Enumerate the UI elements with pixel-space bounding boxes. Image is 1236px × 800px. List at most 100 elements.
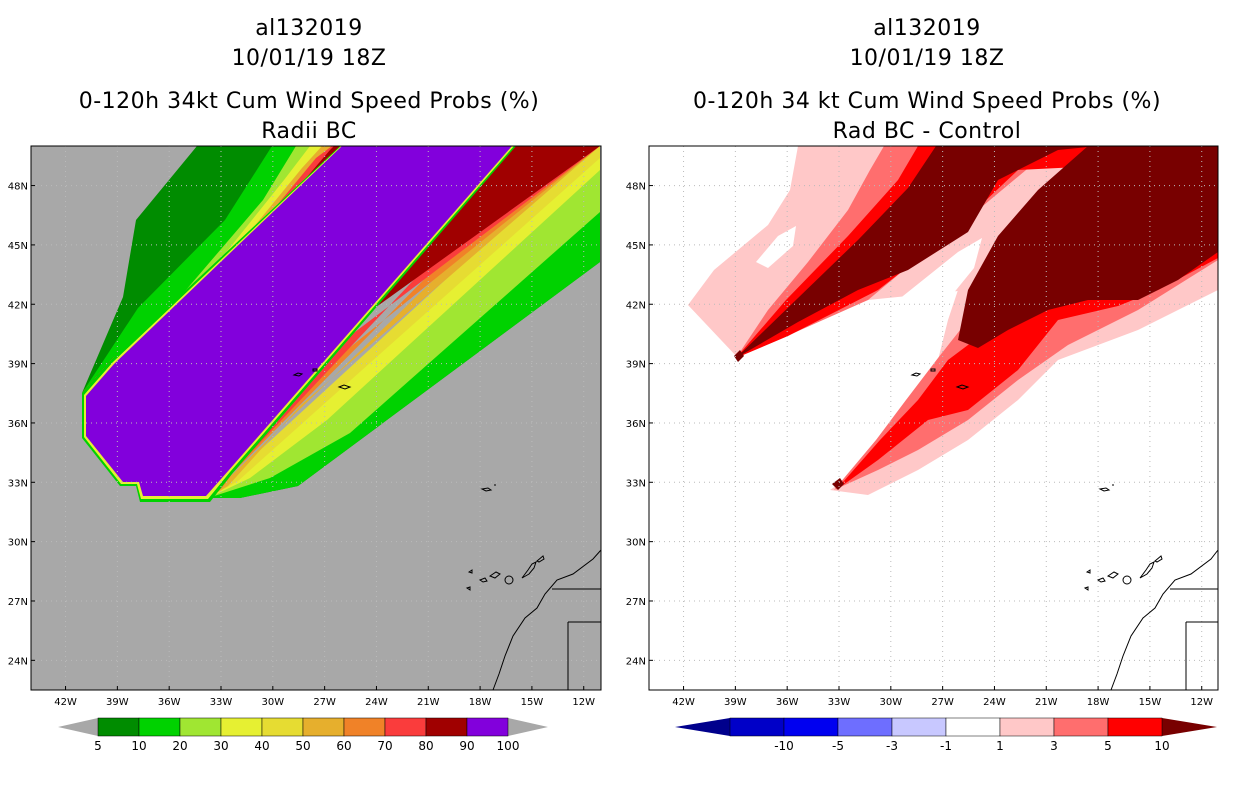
right-colorbar-label: -1	[940, 739, 952, 753]
right-colorbar-label: 10	[1154, 739, 1169, 753]
right-coastlines	[910, 368, 1219, 691]
left-lat-tick-label: 42N	[8, 300, 28, 311]
right-colorbar: -10 -5 -3 -1 1 3 5 10	[675, 717, 1217, 753]
left-colorbar-arrow-low	[58, 718, 98, 736]
left-colorbar-swatch	[220, 717, 263, 737]
left-colorbar: 5 10 20 30 40 50 60 70 80 90 100	[58, 717, 548, 753]
left-colorbar-label: 80	[418, 739, 433, 753]
right-south-diff-10	[958, 146, 1218, 348]
right-azores-island-3	[955, 384, 970, 390]
right-lon-tick-label: 12W	[1190, 697, 1213, 708]
right-datetime: 10/01/19 18Z	[849, 46, 1005, 71]
left-azores-island-3	[337, 384, 352, 390]
right-north-hole	[756, 226, 796, 268]
right-colorbar-arrow-low	[675, 718, 730, 736]
left-lon-tick-label: 39W	[106, 697, 129, 708]
right-south-diff-10-tip	[832, 478, 844, 490]
left-lon-tick-label: 27W	[313, 697, 336, 708]
right-lon-ticks: 42W 39W 36W 33W 30W 27W 24W 21W 18W 15W 12W	[672, 686, 1213, 708]
left-colorbar-label: 10	[131, 739, 146, 753]
right-colorbar-swatch	[999, 717, 1055, 737]
left-azores-island-2	[312, 368, 318, 372]
right-lon-tick-label: 27W	[931, 697, 954, 708]
left-colorbar-label: 60	[336, 739, 351, 753]
left-lat-tick-label: 24N	[8, 656, 28, 667]
right-lon-tick-label: 18W	[1087, 697, 1110, 708]
right-lon-tick-label: 24W	[983, 697, 1006, 708]
right-lat-tick-label: 33N	[626, 478, 646, 489]
left-lon-tick-label: 33W	[210, 697, 233, 708]
left-madeira-island	[480, 484, 496, 492]
right-north-diff-10-tip	[734, 350, 744, 362]
right-map-svg: 42W 39W 36W 33W 30W 27W 24W 21W 18W 15W 12W 48N 45N…	[626, 145, 1219, 753]
right-product-title: 0-120h 34 kt Cum Wind Speed Probs (%)	[692, 89, 1162, 114]
left-colorbar-label: 40	[254, 739, 269, 753]
right-lat-tick-label: 24N	[626, 656, 646, 667]
left-product-title: 0-120h 34kt Cum Wind Speed Probs (%)	[78, 89, 540, 114]
right-lon-tick-label: 30W	[880, 697, 903, 708]
right-colorbar-swatch	[837, 717, 893, 737]
left-lat-tick-label: 30N	[8, 538, 28, 549]
left-lat-tick-label: 45N	[8, 241, 28, 252]
left-coastlines	[292, 368, 602, 691]
left-colorbar-label: 100	[497, 739, 520, 753]
left-azores-island-1	[292, 372, 304, 377]
left-colorbar-swatch	[302, 717, 345, 737]
left-colorbar-arrow-high	[508, 718, 548, 736]
right-colorbar-label: -10	[774, 739, 794, 753]
left-lon-ticks: 42W 39W 36W 33W 30W 27W 24W 21W 18W 15W 12W	[54, 686, 595, 708]
right-canary-islands	[1083, 555, 1163, 591]
right-azores-island-2	[930, 368, 936, 372]
right-lon-tick-label: 21W	[1035, 697, 1058, 708]
left-colorbar-swatch	[138, 717, 181, 737]
left-lon-tick-label: 21W	[417, 697, 440, 708]
right-lat-tick-label: 45N	[626, 241, 646, 252]
right-lat-tick-label: 30N	[626, 538, 646, 549]
right-subtitle: Rad BC - Control	[832, 119, 1022, 144]
left-canary-islands	[465, 555, 545, 591]
right-lon-tick-label: 33W	[828, 697, 851, 708]
left-lon-tick-label: 42W	[54, 697, 77, 708]
right-lat-tick-label: 42N	[626, 300, 646, 311]
left-colorbar-swatch	[425, 717, 468, 737]
left-datetime: 10/01/19 18Z	[231, 46, 387, 71]
left-core-100	[86, 146, 512, 496]
right-lon-tick-label: 36W	[776, 697, 799, 708]
left-colorbar-swatch	[384, 717, 427, 737]
right-colorbar-swatch	[1107, 717, 1163, 737]
left-lower-band-40	[208, 146, 600, 498]
right-azores-island-1	[910, 372, 922, 377]
right-colorbar-swatch	[729, 717, 785, 737]
right-lat-ticks: 48N 45N 42N 39N 36N 33N 30N 27N 24N	[626, 182, 653, 667]
right-border-line	[1170, 588, 1218, 690]
right-colorbar-swatch	[891, 717, 947, 737]
right-lon-tick-label: 42W	[672, 697, 695, 708]
left-storm-id: al132019	[255, 16, 363, 41]
right-colorbar-label: 5	[1104, 739, 1112, 753]
right-africa-coast	[1110, 549, 1219, 691]
right-madeira-island	[1098, 484, 1114, 492]
right-lon-tick-label: 15W	[1139, 697, 1162, 708]
right-lon-tick-label: 39W	[724, 697, 747, 708]
right-north-diff-10	[736, 146, 1098, 358]
left-lat-tick-label: 36N	[8, 419, 28, 430]
right-lat-tick-label: 39N	[626, 360, 646, 371]
left-map-svg: 42W 39W 36W 33W 30W 27W 24W 21W 18W 15W 12W 48N 45N…	[8, 145, 602, 753]
left-colorbar-label: 20	[172, 739, 187, 753]
left-map-frame	[30, 145, 602, 691]
left-lat-tick-label: 27N	[8, 597, 28, 608]
left-colorbar-swatch	[466, 717, 509, 737]
left-colorbar-swatch	[179, 717, 222, 737]
left-colorbar-swatch	[97, 717, 140, 737]
left-lon-tick-label: 30W	[262, 697, 285, 708]
right-lat-tick-label: 48N	[626, 182, 646, 193]
right-colorbar-label: 1	[996, 739, 1004, 753]
left-lat-ticks: 48N 45N 42N 39N 36N 33N 30N 27N 24N	[8, 182, 35, 667]
right-storm-id: al132019	[873, 16, 981, 41]
left-subtitle: Radii BC	[261, 119, 357, 144]
right-colorbar-label: -3	[886, 739, 898, 753]
left-colorbar-label: 30	[213, 739, 228, 753]
left-lat-tick-label: 33N	[8, 478, 28, 489]
right-colorbar-label: 3	[1050, 739, 1058, 753]
left-border-line	[552, 588, 601, 690]
